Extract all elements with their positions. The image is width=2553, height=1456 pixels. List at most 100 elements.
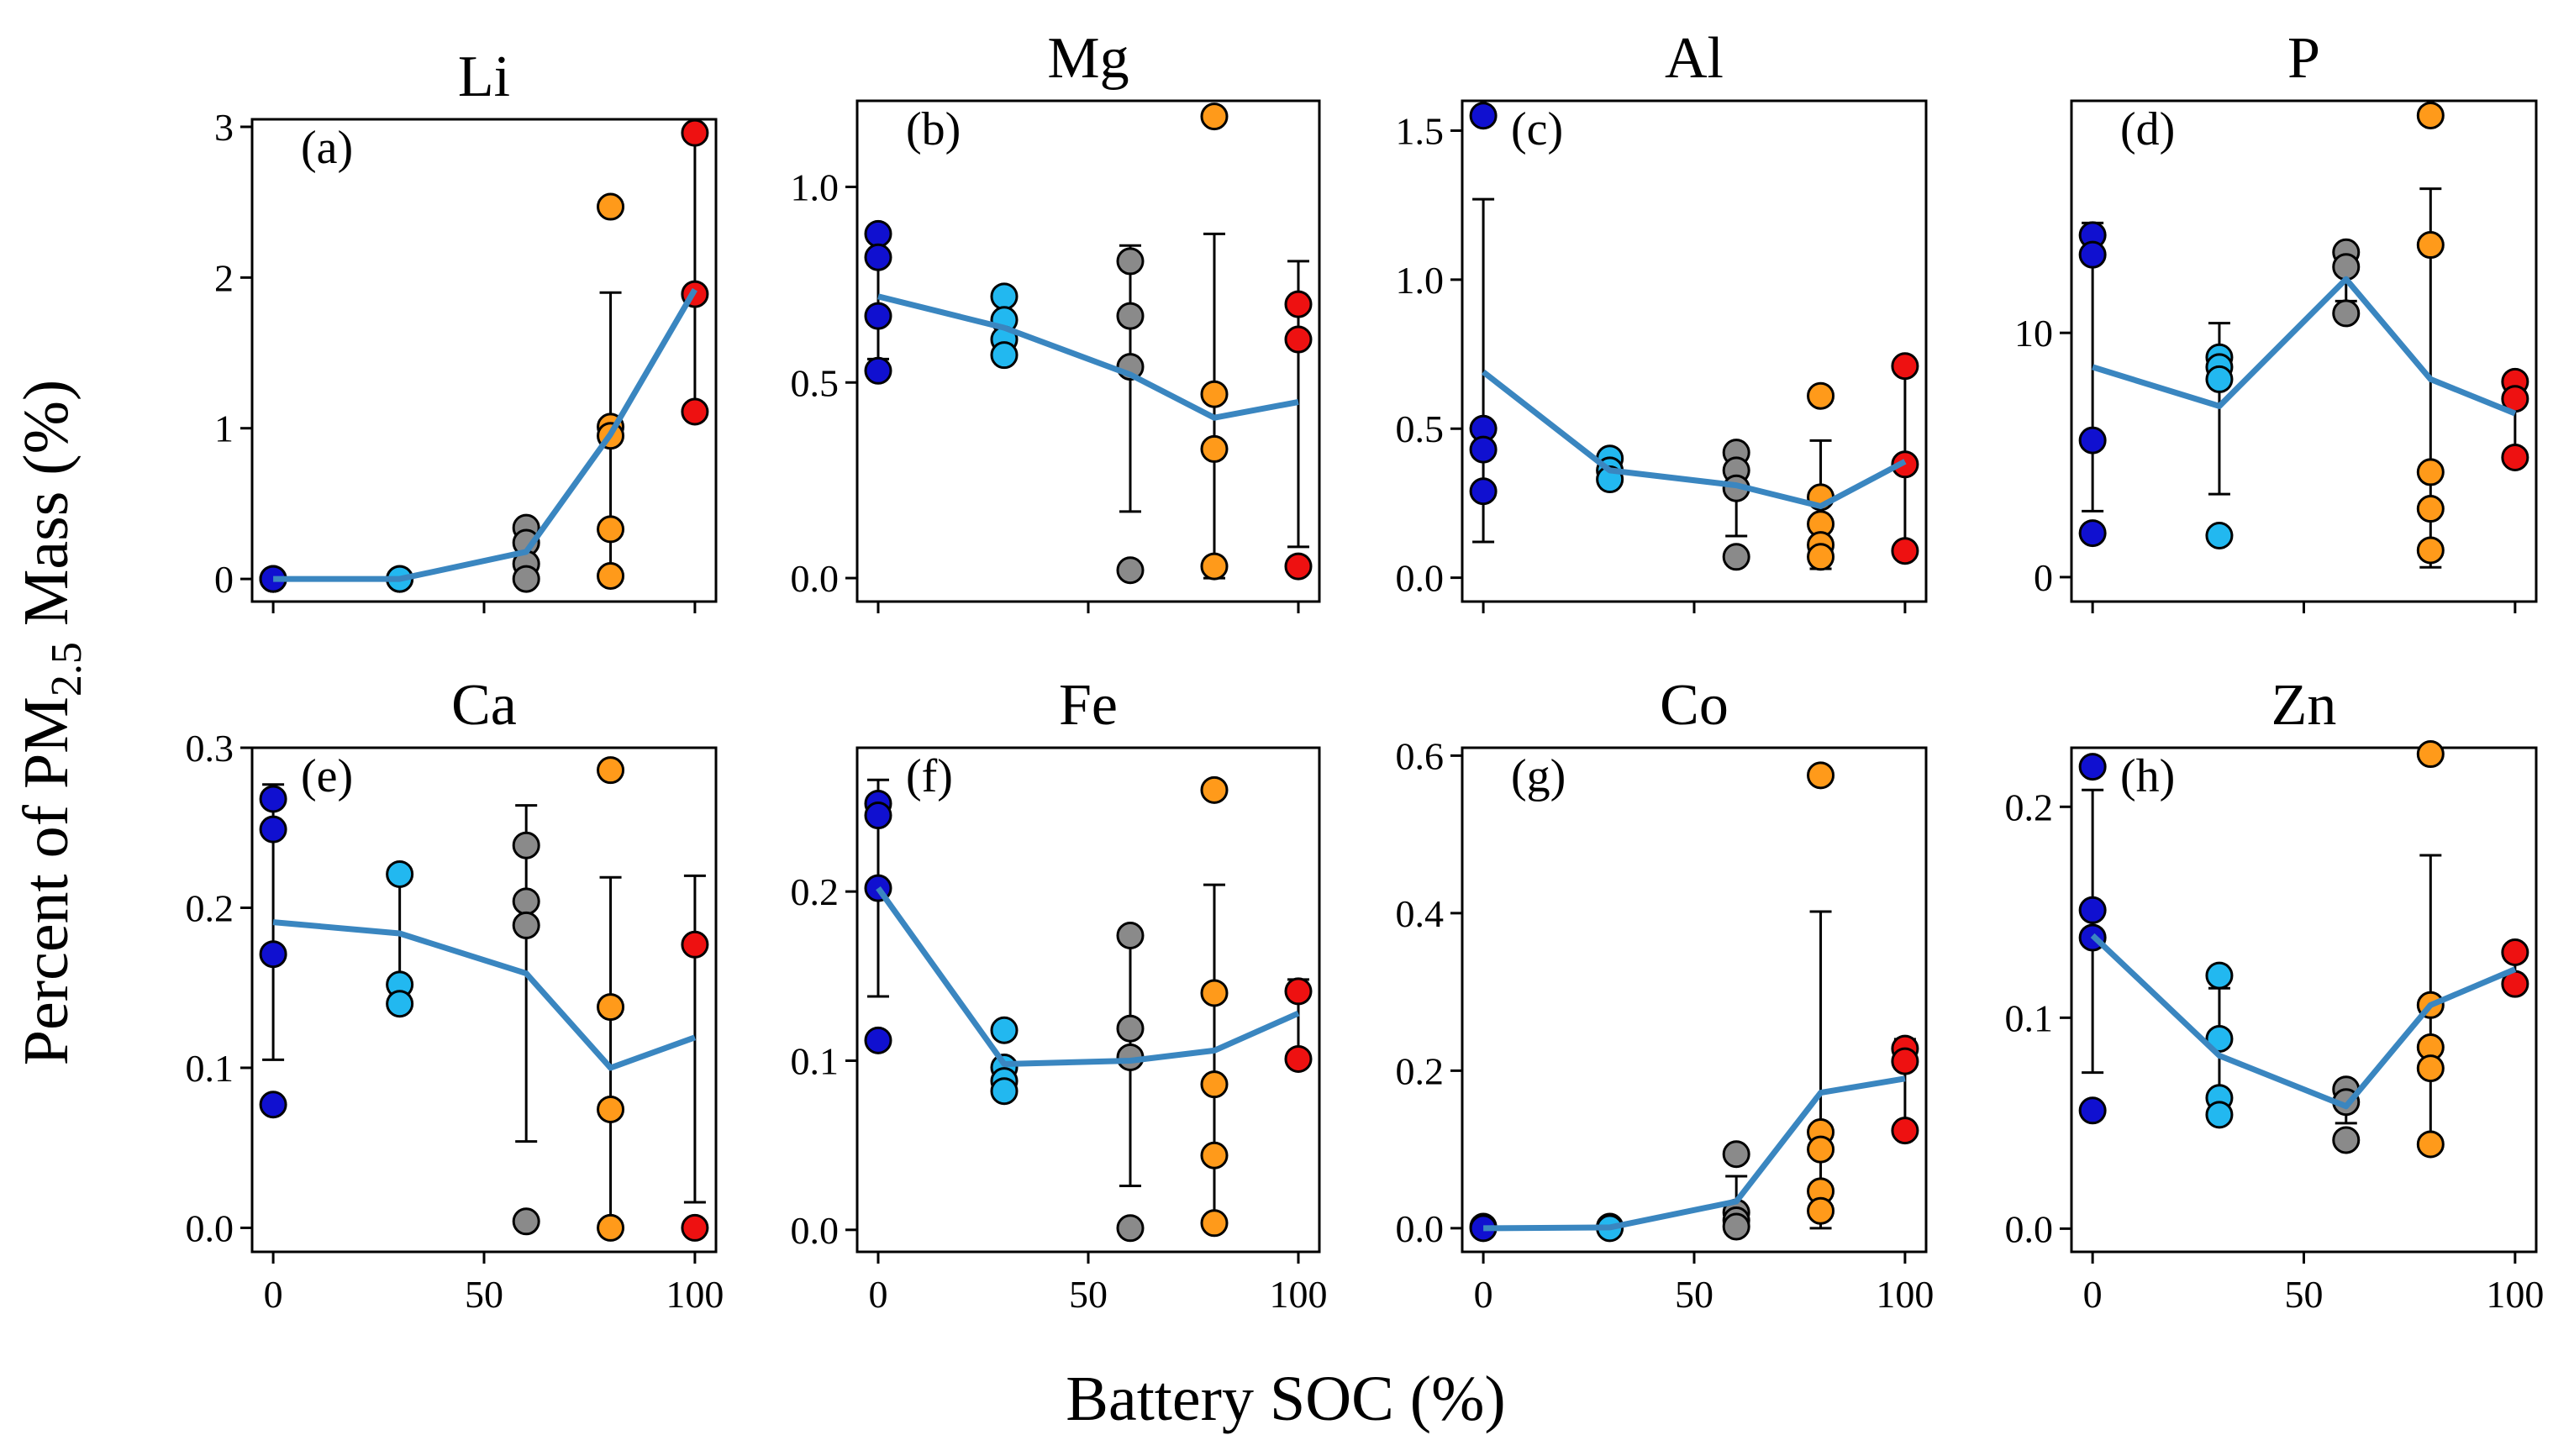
- data-point: [1200, 552, 1229, 581]
- y-axis-title-subscript: 2.5: [43, 642, 91, 696]
- data-point: [512, 831, 540, 859]
- data-point: [1200, 979, 1229, 1007]
- panel-frame: [1461, 746, 1928, 1254]
- y-axis-title-tail: Mass (%): [11, 380, 82, 642]
- x-tick-label: 100: [1876, 1273, 1934, 1316]
- mean-line: [2090, 933, 2517, 1110]
- data-point: [386, 990, 414, 1018]
- data-point: [2416, 536, 2445, 565]
- data-point: [1116, 1014, 1145, 1043]
- panel-title: P: [2287, 26, 2320, 91]
- data-point: [1284, 325, 1313, 354]
- y-tick-label: 0.0: [791, 557, 840, 600]
- data-point: [1807, 1135, 1835, 1164]
- panel-title: Zn: [2271, 673, 2337, 738]
- y-tick-label: 0.0: [2005, 1207, 2054, 1250]
- data-point: [1116, 247, 1145, 276]
- mean-line: [1481, 370, 1907, 509]
- data-point: [597, 192, 625, 221]
- data-point: [1891, 537, 1919, 565]
- data-point: [681, 397, 709, 426]
- x-tick-label: 0: [264, 1273, 283, 1316]
- data-point: [2416, 1130, 2445, 1159]
- data-point: [597, 756, 625, 785]
- data-point: [1469, 102, 1498, 130]
- data-point: [2205, 1101, 2234, 1129]
- y-tick-label: 0.6: [1396, 734, 1445, 777]
- y-tick-label: 1.0: [1396, 259, 1445, 302]
- data-point: [864, 802, 892, 830]
- panel-frame: [2070, 746, 2538, 1254]
- data-point: [1284, 1044, 1313, 1073]
- data-point: [1891, 1117, 1919, 1145]
- x-tick-label: 0: [869, 1273, 888, 1316]
- panel-mg: Mg (b) 0.0 0.5 1.0: [791, 26, 1321, 613]
- data-point: [2205, 365, 2234, 393]
- data-point: [681, 930, 709, 959]
- data-point: [512, 911, 540, 939]
- data-point: [2416, 101, 2445, 129]
- data-point: [1200, 434, 1229, 463]
- y-tick-label: 0.0: [1396, 557, 1445, 600]
- data-point: [1807, 381, 1835, 410]
- mean-line: [1483, 1075, 1906, 1232]
- data-point: [259, 815, 287, 844]
- y-tick-label: 0.0: [186, 1206, 234, 1249]
- data-point: [1200, 1141, 1229, 1170]
- data-point: [259, 940, 287, 969]
- y-tick-label: 1.0: [791, 166, 840, 208]
- data-point: [1469, 435, 1498, 464]
- data-point: [990, 282, 1019, 311]
- y-tick-label: 0.2: [791, 870, 840, 913]
- y-tick-label: 0.2: [186, 886, 234, 929]
- panel-title: Fe: [1059, 673, 1118, 738]
- data-point: [864, 356, 892, 385]
- y-axis-title-main: Percent of PM: [11, 696, 82, 1065]
- data-point: [990, 1016, 1019, 1044]
- y-tick-label: 0: [2034, 556, 2053, 599]
- data-point: [2078, 426, 2107, 455]
- panel-letter: (a): [301, 122, 353, 174]
- data-point: [990, 1077, 1019, 1106]
- data-point: [2205, 522, 2234, 550]
- data-point: [2501, 938, 2529, 967]
- data-point: [1807, 1196, 1835, 1225]
- panel-co: Co (g) 0.0 0.2 0.4 0.6 0 50 100: [1396, 673, 1934, 1316]
- panel-title: Ca: [451, 673, 517, 738]
- x-tick-label: 100: [1270, 1273, 1328, 1316]
- y-tick-label: 0.2: [1396, 1049, 1445, 1092]
- y-tick-label: 0.4: [1396, 892, 1445, 935]
- y-tick-label: 0.1: [2005, 996, 2054, 1039]
- y-tick-label: 0.2: [2005, 786, 2054, 828]
- panel-letter: (d): [2120, 103, 2175, 155]
- data-point: [597, 1095, 625, 1123]
- data-point: [864, 243, 892, 271]
- data-point: [1200, 380, 1229, 408]
- x-tick-label: 50: [465, 1273, 503, 1316]
- data-point: [2205, 1024, 2234, 1053]
- data-point: [2078, 519, 2107, 548]
- panels-layer: Li (a) 0 1 2 3 Mg (b) 0.0 0.5 1.0 Al (c) 0.0 0.5 1.0 1.5…: [186, 26, 2545, 1316]
- panel-title: Li: [458, 45, 510, 109]
- data-point: [2501, 443, 2529, 471]
- data-point: [1116, 302, 1145, 330]
- panel-frame: [855, 746, 1321, 1254]
- data-point: [2332, 253, 2361, 281]
- panel-title: Mg: [1047, 26, 1129, 91]
- x-tick-label: 0: [2083, 1273, 2103, 1316]
- data-point: [1116, 556, 1145, 585]
- data-point: [864, 219, 892, 248]
- data-point: [512, 565, 540, 593]
- panel-frame: [250, 118, 718, 603]
- x-tick-label: 100: [2486, 1273, 2544, 1316]
- panel-frame: [250, 746, 718, 1254]
- x-tick-label: 50: [1069, 1273, 1108, 1316]
- data-point: [2416, 740, 2445, 769]
- y-tick-label: 0: [214, 558, 234, 601]
- panel-letter: (g): [1511, 750, 1566, 802]
- y-tick-label: 0.1: [186, 1047, 234, 1090]
- data-point: [864, 1026, 892, 1054]
- data-point: [681, 1213, 709, 1242]
- panel-p: P (d) 0 10: [2014, 26, 2538, 613]
